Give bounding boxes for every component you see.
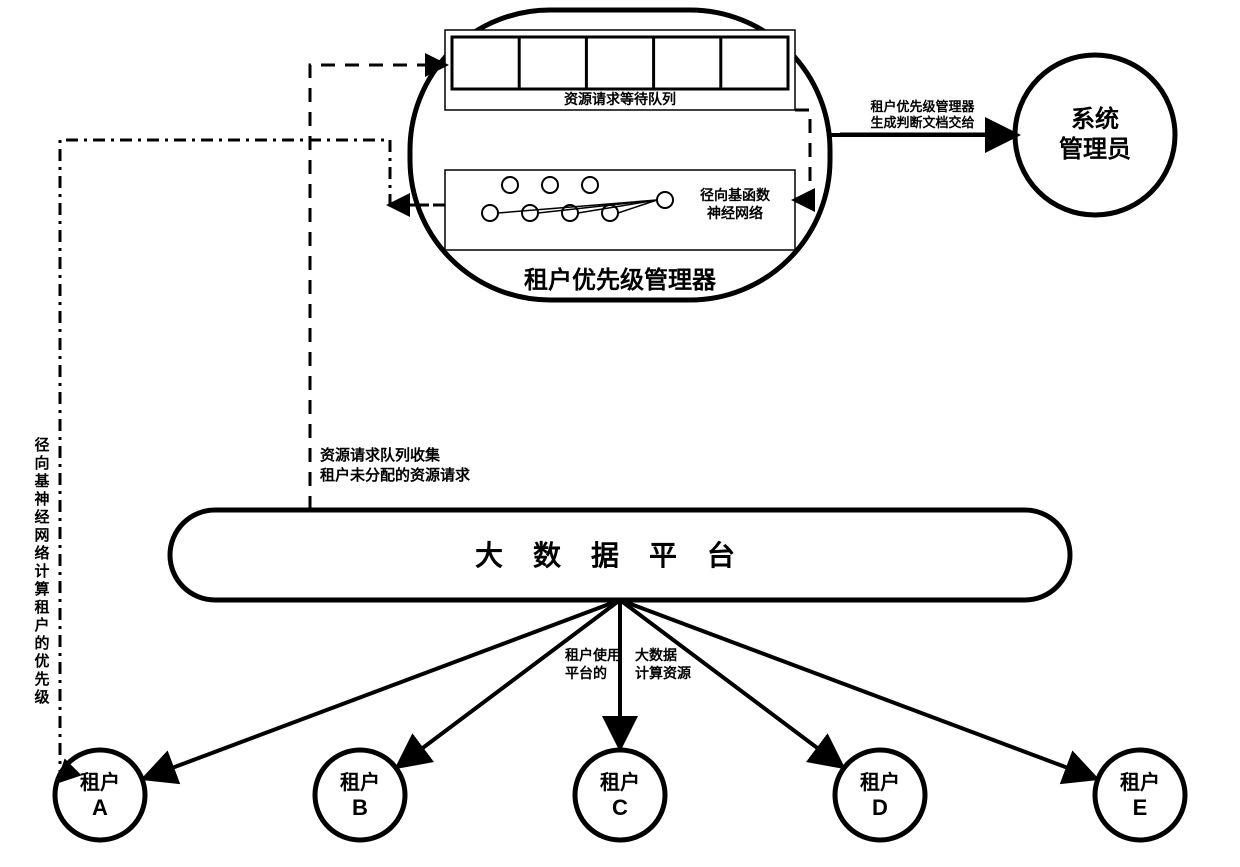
edge-label-vertical: 优 <box>34 652 49 670</box>
nn-output-node <box>657 192 673 208</box>
nn-node <box>582 177 598 193</box>
edge-platform-to-tenant <box>399 600 620 766</box>
tenant-id: A <box>92 795 108 820</box>
manager-title: 租户优先级管理器 <box>524 266 717 294</box>
platform-label: 大数据平台 <box>475 539 765 571</box>
nn-label: 径向基函数 <box>700 187 771 203</box>
edge-label-vertical: 租 <box>34 598 49 616</box>
edge-label-vertical: 经 <box>34 508 49 526</box>
tenant-label-prefix: 租户 <box>600 770 640 794</box>
edge-label-vertical: 先 <box>34 670 49 688</box>
tenant-label-prefix: 租户 <box>860 770 900 794</box>
edge-label-vertical: 的 <box>34 634 49 652</box>
nn-node <box>502 177 518 193</box>
edge-label-vertical: 计 <box>34 562 49 580</box>
edge-platform-to-tenant <box>620 600 1094 778</box>
queue-cells-row <box>452 37 788 89</box>
tenant-label-prefix: 租户 <box>340 770 380 794</box>
edge-label: 资源请求队列收集 <box>320 446 441 464</box>
edge-label-vertical: 径 <box>34 436 49 454</box>
edge-label: 租户使用 <box>565 647 621 663</box>
edge-label: 租户未分配的资源请求 <box>320 466 471 484</box>
edge-platform-to-tenant <box>620 600 841 766</box>
admin-circle <box>1015 55 1175 215</box>
nn-node <box>522 205 538 221</box>
tenant-id: B <box>352 795 368 820</box>
edge-label-vertical: 网 <box>34 527 49 544</box>
tenant-label-prefix: 租户 <box>80 770 120 794</box>
edge-label: 计算资源 <box>635 665 691 681</box>
tenant-id: C <box>612 795 628 820</box>
tenant-id: D <box>872 795 888 820</box>
edge-label-vertical: 户 <box>34 616 49 634</box>
queue-label: 资源请求等待队列 <box>564 91 676 107</box>
edge-label: 大数据 <box>635 647 677 663</box>
nn-node <box>482 205 498 221</box>
edge-label-vertical: 神 <box>34 490 49 508</box>
edge-platform-to-tenant <box>146 600 620 778</box>
edge-label: 生成判断文档交给 <box>870 115 974 130</box>
edge-label-vertical: 向 <box>34 454 49 472</box>
admin-label: 系统 <box>1071 105 1119 133</box>
admin-label: 管理员 <box>1059 135 1131 163</box>
nn-label: 神经网络 <box>707 205 763 221</box>
edge-label: 租户优先级管理器 <box>870 99 975 114</box>
nn-node <box>542 177 558 193</box>
edge-nn-to-tenant-a-head <box>59 780 60 781</box>
edge-label-vertical: 级 <box>34 688 50 706</box>
tenant-id: E <box>1133 795 1148 820</box>
tenant-label-prefix: 租户 <box>1120 770 1160 794</box>
edge-label-vertical: 基 <box>33 472 50 490</box>
architecture-diagram: 资源请求等待队列径向基函数神经网络租户优先级管理器系统管理员大数据平台租户A租户… <box>0 0 1240 867</box>
edge-label: 平台的 <box>565 665 607 681</box>
edge-label-vertical: 络 <box>34 544 49 562</box>
edge-label-vertical: 算 <box>34 580 49 598</box>
